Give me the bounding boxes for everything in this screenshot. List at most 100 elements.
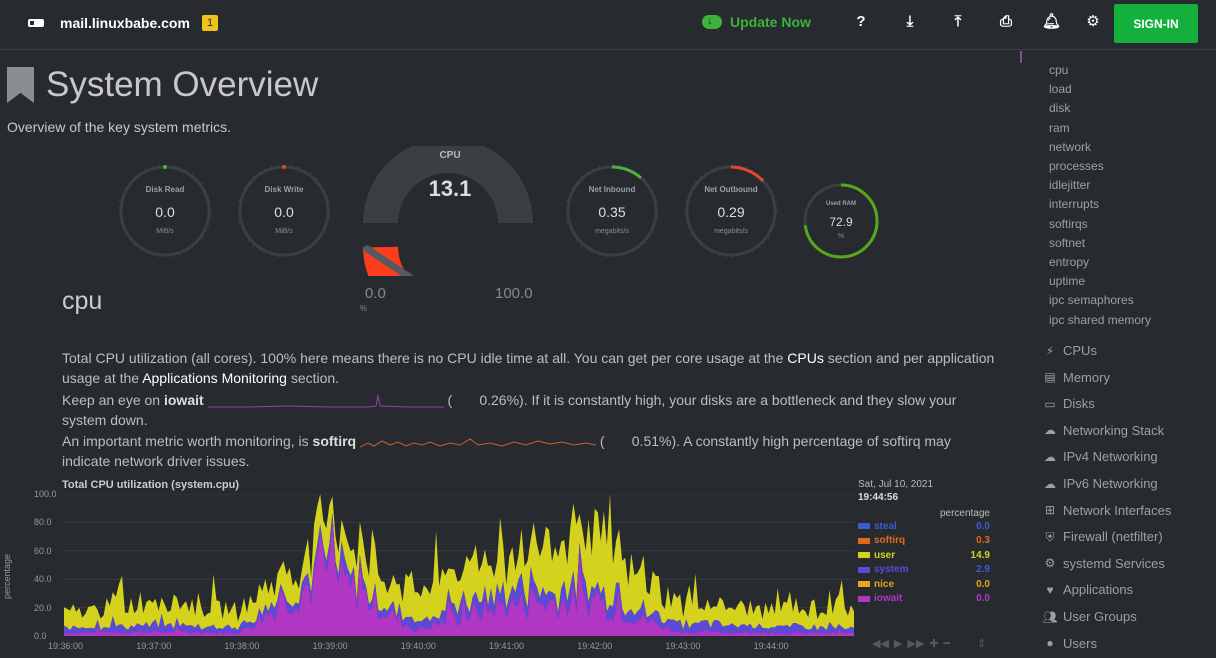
forward-icon[interactable]: ▶▶ [907, 638, 925, 650]
disk-read-gauge[interactable]: Disk Read 0.0 MiB/s [117, 163, 213, 259]
net-outbound-label: Net Outbound [704, 185, 758, 194]
legend-value: 2.9 [976, 564, 990, 576]
sidebar-item-memory[interactable]: ▤ Memory [1042, 370, 1110, 385]
chart-xtick: 19:44:00 [753, 641, 789, 651]
sidebar-subitem-softnet[interactable]: softnet [1049, 235, 1086, 250]
legend-value: 0.0 [976, 520, 990, 532]
disk-read-ring [118, 164, 212, 258]
sidebar-subitem-cpu[interactable]: cpu [1049, 63, 1069, 77]
sidebar-item-label: Applications [1063, 582, 1134, 598]
net-outbound-gauge[interactable]: Net Outbound 0.29 megabits/s [683, 163, 779, 259]
net-outbound-value: 0.29 [717, 204, 745, 220]
cogs-icon: ⚙ [1044, 556, 1056, 571]
sidebar-subitem-idlejitter[interactable]: idlejitter [1049, 178, 1091, 193]
legend-value: 0.3 [976, 535, 990, 547]
sidebar-subitem-network[interactable]: network [1049, 139, 1092, 154]
softirq-sparkline[interactable] [359, 433, 596, 451]
net-inbound-ring [565, 164, 659, 258]
alarm-badge[interactable]: 1 [202, 15, 218, 31]
user-icon: ● [1046, 636, 1054, 651]
sidebar-item-label: CPUs [1063, 343, 1097, 358]
sign-in-button[interactable]: SIGN-IN [1114, 4, 1198, 43]
legend-item-iowait[interactable]: iowait 0.0 [858, 592, 998, 607]
sidebar-item-label: Disks [1063, 396, 1095, 412]
sidebar-item-user-groups[interactable]: 👥︎ User Groups [1042, 609, 1137, 624]
disk-write-gauge[interactable]: Disk Write 0.0 MiB/s [236, 163, 332, 259]
sidebar-item-systemd-services[interactable]: ⚙ systemd Services [1042, 556, 1165, 571]
hostname[interactable]: mail.linuxbabe.com [60, 15, 190, 31]
net-inbound-value: 0.35 [598, 204, 626, 220]
desc-text: ( [599, 433, 632, 449]
sidebar-subitem-load[interactable]: load [1049, 82, 1072, 97]
sidebar-item-ipv6-networking[interactable]: ☁ IPv6 Networking [1042, 476, 1158, 491]
sidebar-item-applications[interactable]: ♥ Applications [1042, 582, 1133, 597]
bell-icon[interactable]: 🔔︎ [1042, 13, 1062, 30]
sitemap-icon: ⊞ [1044, 503, 1056, 518]
sidebar-item-label: User Groups [1063, 609, 1137, 624]
rewind-icon[interactable]: ◀◀ [872, 638, 889, 650]
server-icon[interactable] [28, 19, 44, 27]
sidebar-item-label: Network Interfaces [1063, 502, 1172, 518]
download-icon[interactable]: ⤓ [906, 13, 914, 30]
sidebar-subitem-entropy[interactable]: entropy [1049, 255, 1090, 269]
sidebar-subitem-softirqs[interactable]: softirqs [1049, 216, 1088, 231]
chart-legend: Sat, Jul 10, 2021 19:44:56 percentage st… [858, 479, 998, 606]
sidebar-item-disks[interactable]: ▭ Disks [1042, 396, 1095, 412]
sidebar-item-cpus[interactable]: ⚡ CPUs [1042, 343, 1097, 358]
legend-swatch [858, 595, 870, 602]
chart-ylabel: percentage [2, 553, 12, 599]
legend-header: percentage [939, 508, 990, 519]
cpu-chart-area[interactable] [64, 494, 854, 636]
sidebar-item-label: Memory [1063, 369, 1110, 385]
disk-read-unit: MiB/s [156, 228, 174, 235]
upload-icon[interactable]: ⤒ [954, 13, 962, 30]
update-now-button[interactable]: Update Now [702, 13, 811, 30]
sidebar-subitem-uptime[interactable]: uptime [1049, 274, 1086, 289]
chart-xtick: 19:43:00 [665, 641, 701, 651]
legend-item-system[interactable]: system 2.9 [858, 563, 998, 578]
legend-item-steal[interactable]: steal 0.0 [858, 519, 998, 534]
sidebar-subitem-processes[interactable]: processes [1049, 159, 1104, 173]
bookmark-icon [7, 67, 34, 103]
iowait-sparkline[interactable] [207, 392, 444, 410]
sidebar-item-users[interactable]: ● Users [1042, 636, 1097, 651]
cpus-link[interactable]: CPUs [787, 350, 824, 366]
print-icon[interactable]: ⎙ [999, 13, 1012, 30]
legend-name: softirq [874, 535, 906, 547]
heartbeat-icon: ♥ [1046, 582, 1054, 597]
resize-icon[interactable]: ⇕ [977, 638, 987, 650]
desc-text: Total CPU utilization (all cores). 100% … [62, 350, 788, 366]
help-icon[interactable]: ? [856, 13, 866, 30]
legend-item-softirq[interactable]: softirq 0.3 [858, 534, 998, 549]
sidebar-item-ipv4-networking[interactable]: ☁ IPv4 Networking [1042, 449, 1158, 464]
sidebar-subitem-interrupts[interactable]: interrupts [1049, 197, 1100, 212]
sidebar-item-firewall-netfilter-[interactable]: ⛨ Firewall (netfilter) [1042, 529, 1163, 545]
sidebar-subitem-disk[interactable]: disk [1049, 101, 1071, 116]
sidebar-subitem-ram[interactable]: ram [1049, 120, 1070, 135]
iowait-value: 0.26% [479, 392, 520, 408]
chart-xtick: 19:39:00 [312, 641, 348, 651]
net-inbound-gauge[interactable]: Net Inbound 0.35 megabits/s [564, 163, 660, 259]
page-header: System Overview [7, 65, 318, 105]
section-title: cpu [62, 287, 103, 315]
cpu-gauge[interactable]: CPU 13.1 0.0 100.0 % [355, 146, 545, 313]
gear-icon[interactable]: ⚙ [1086, 13, 1100, 30]
legend-item-user[interactable]: user 14.9 [858, 548, 998, 563]
play-icon[interactable]: ▶ [893, 638, 903, 650]
update-now-label: Update Now [730, 14, 811, 30]
sidebar-item-label: IPv4 Networking [1063, 449, 1158, 465]
zoom-in-icon[interactable]: ✚ [929, 638, 939, 650]
sidebar-item-networking-stack[interactable]: ☁ Networking Stack [1042, 423, 1164, 438]
chart-ytick: 40.0 [34, 574, 52, 585]
legend-item-nice[interactable]: nice 0.0 [858, 577, 998, 592]
sidebar-item-network-interfaces[interactable]: ⊞ Network Interfaces [1042, 503, 1171, 518]
chart-xtick: 19:40:00 [400, 641, 436, 651]
sidebar-item-label: Firewall (netfilter) [1063, 529, 1163, 545]
disk-icon: ▭ [1044, 396, 1056, 411]
applications-link[interactable]: Applications Monitoring [142, 370, 287, 386]
sidebar-subitem-ipc-shared-memory[interactable]: ipc shared memory [1049, 312, 1152, 327]
sidebar-subitem-ipc-semaphores[interactable]: ipc semaphores [1049, 293, 1134, 308]
zoom-out-icon[interactable]: ━ [943, 638, 951, 650]
shield-icon: ⛨ [1045, 529, 1055, 544]
used-ram-gauge[interactable]: Used RAM 72.9 % [802, 182, 880, 260]
